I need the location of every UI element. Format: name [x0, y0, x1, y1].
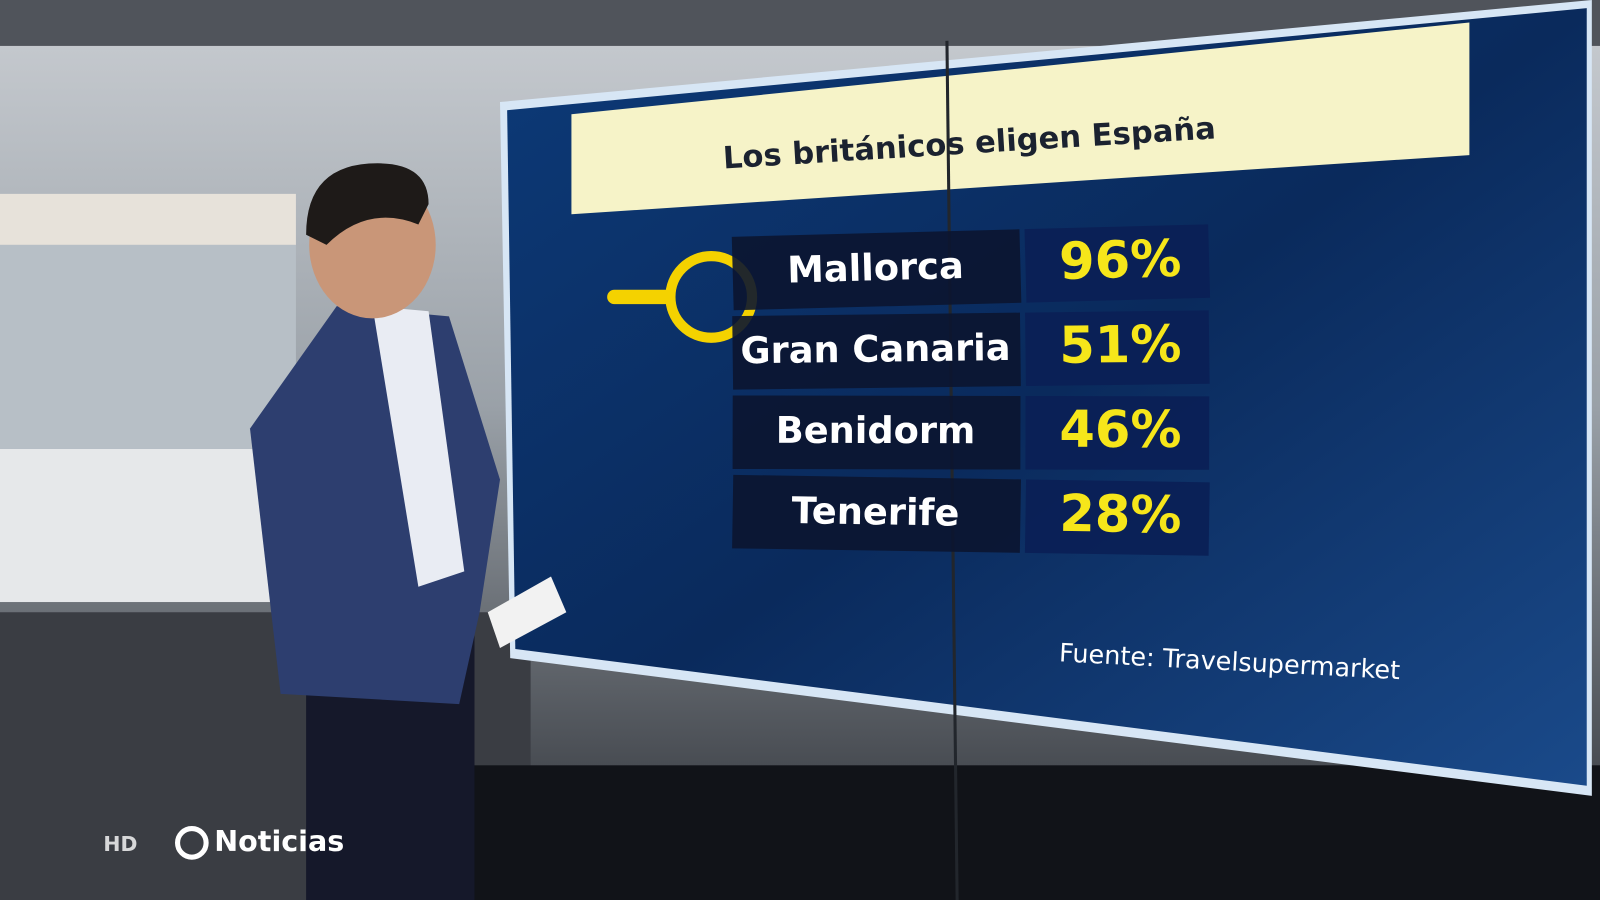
place-box	[732, 474, 1021, 553]
office-windows	[0, 244, 296, 449]
share-value: 28%	[1059, 485, 1182, 546]
place-name: Mallorca	[787, 244, 964, 292]
share-value: 96%	[1058, 230, 1182, 292]
place-name: Tenerife	[791, 489, 959, 535]
wall-strip	[0, 193, 296, 245]
ranking-table: Mallorca 96% Gran Canaria 51% Benidorm 46% Ten…	[731, 224, 1211, 556]
share-box	[1024, 479, 1210, 556]
share-value: 51%	[1059, 315, 1182, 375]
share-box	[1025, 310, 1210, 387]
place-name: Benidorm	[776, 409, 976, 452]
place-box	[732, 312, 1021, 390]
brand-logo: Noticias	[214, 824, 344, 858]
place-box	[732, 395, 1021, 470]
stage	[408, 765, 1600, 900]
place-name: Gran Canaria	[740, 326, 1011, 372]
screen-seam	[945, 40, 959, 900]
place-box	[731, 229, 1022, 311]
presenter	[250, 163, 567, 900]
title-band	[571, 22, 1470, 215]
share-value: 46%	[1059, 401, 1181, 460]
desk	[0, 448, 296, 603]
hd-badge: HD	[103, 832, 137, 856]
share-box	[1025, 396, 1210, 470]
share-box	[1024, 224, 1211, 303]
brand-icon	[175, 826, 209, 860]
